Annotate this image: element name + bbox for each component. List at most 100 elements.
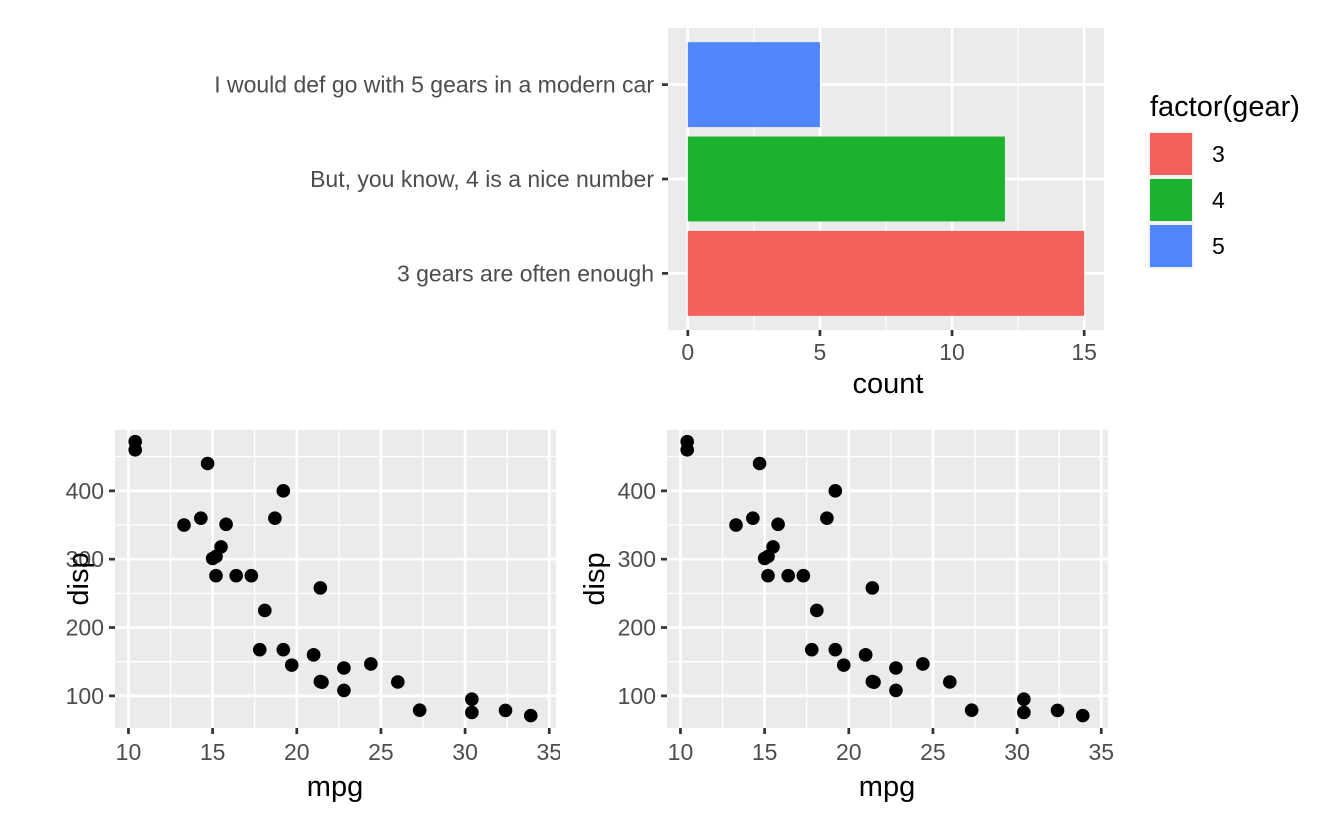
data-point <box>964 703 979 718</box>
data-point <box>1050 703 1065 718</box>
data-point <box>258 603 272 618</box>
x-tick-label: 20 <box>284 739 310 765</box>
data-point <box>313 581 328 595</box>
x-tick-label: 15 <box>200 739 226 765</box>
bar-segment <box>687 230 1085 316</box>
scatter-points <box>680 434 1090 723</box>
data-point <box>729 518 743 532</box>
data-point <box>219 517 233 532</box>
y-tick-label: 100 <box>618 683 656 709</box>
x-tick-label: 30 <box>1004 739 1030 765</box>
x-tick-label: 10 <box>668 739 694 765</box>
data-point <box>1075 708 1090 723</box>
x-tick-label: 15 <box>752 739 778 765</box>
legend-label: 4 <box>1212 187 1225 213</box>
category-label: I would def go with 5 gears in a modern … <box>214 72 654 98</box>
data-point <box>276 642 291 657</box>
data-point <box>752 456 767 471</box>
legend-label: 5 <box>1212 233 1225 259</box>
legend-key-swatch <box>1148 131 1194 177</box>
y-tick-label: 400 <box>618 478 656 504</box>
x-axis-title: count <box>853 368 924 400</box>
data-point <box>828 484 843 498</box>
data-point <box>796 568 811 583</box>
x-tick-label: 25 <box>368 739 394 765</box>
x-tick-label: 10 <box>116 739 142 765</box>
x-tick-label: 15 <box>1071 339 1097 365</box>
data-point <box>757 551 772 566</box>
legend-key-swatch <box>1148 223 1194 269</box>
data-point <box>865 581 880 595</box>
scatter-points <box>128 434 538 723</box>
scatter-gridlines <box>115 430 556 728</box>
legend-title: factor(gear) <box>1150 91 1300 123</box>
data-point <box>771 517 785 532</box>
category-label: But, you know, 4 is a nice number <box>310 166 654 192</box>
bars <box>687 42 1085 316</box>
scatter-axes: 10 15 20 25 30 35 100 200 300 400 <box>66 478 560 765</box>
x-tick-label: 30 <box>452 739 478 765</box>
scatter-gridlines <box>667 430 1108 728</box>
y-tick-label: 100 <box>66 683 104 709</box>
data-point <box>1017 705 1031 720</box>
scatter-left-figure: 10 15 20 25 30 35 100 200 300 400 mpg disp <box>0 412 560 830</box>
data-point <box>498 703 513 718</box>
x-tick-label: 10 <box>939 339 965 365</box>
legend-key-swatch <box>1148 177 1194 223</box>
x-tick-label: 20 <box>836 739 862 765</box>
y-axis-title: disp <box>579 552 611 605</box>
data-point <box>337 661 351 675</box>
data-point <box>306 648 321 662</box>
scatter-panel <box>115 430 556 728</box>
x-axis-title: mpg <box>859 771 915 803</box>
bar-chart-figure: 0 5 10 15 I would def go with 5 gears in a m… <box>0 0 1344 412</box>
data-point <box>284 658 299 672</box>
data-point <box>209 568 223 583</box>
data-point <box>337 683 351 698</box>
data-point <box>781 568 795 583</box>
bar-segment <box>687 42 820 128</box>
data-point <box>244 568 259 583</box>
data-point <box>810 603 824 618</box>
data-point <box>836 658 851 672</box>
y-tick-label: 200 <box>618 615 656 641</box>
data-point <box>865 674 880 689</box>
x-tick-label: 0 <box>681 339 694 365</box>
scatter-left-svg: 10 15 20 25 30 35 100 200 300 400 mpg disp <box>63 430 560 803</box>
data-point <box>276 484 291 498</box>
data-point <box>889 661 903 675</box>
y-tick-label: 400 <box>66 478 104 504</box>
data-point <box>465 705 479 720</box>
data-point <box>229 568 243 583</box>
data-point <box>820 511 834 525</box>
data-point <box>205 551 220 566</box>
data-point <box>252 642 267 657</box>
x-tick-label: 25 <box>920 739 946 765</box>
data-point <box>177 518 191 532</box>
x-axis-title: mpg <box>307 771 363 803</box>
data-point <box>828 642 843 657</box>
legend-label: 3 <box>1212 141 1225 167</box>
x-tick-label: 35 <box>536 739 560 765</box>
legend: factor(gear) 3 4 5 <box>1148 91 1300 269</box>
data-point <box>390 675 405 689</box>
data-point <box>761 568 775 583</box>
x-tick-label: 5 <box>814 339 827 365</box>
bar-axes: 0 5 10 15 I would def go with 5 gears in a m… <box>214 72 1097 365</box>
data-point <box>364 657 378 671</box>
category-label: 3 gears are often enough <box>397 260 654 286</box>
data-point <box>804 642 819 657</box>
data-point <box>523 708 538 723</box>
data-point <box>313 674 328 689</box>
scatter-right-svg: 10 15 20 25 30 35 100 200 300 400 mpg disp <box>579 430 1114 803</box>
data-point <box>268 511 282 525</box>
x-tick-label: 35 <box>1088 739 1114 765</box>
data-point <box>858 648 873 662</box>
data-point <box>916 657 930 671</box>
data-point <box>200 456 215 471</box>
data-point <box>889 683 903 698</box>
data-point <box>942 675 957 689</box>
y-axis-title: disp <box>63 552 95 605</box>
data-point <box>746 511 760 525</box>
